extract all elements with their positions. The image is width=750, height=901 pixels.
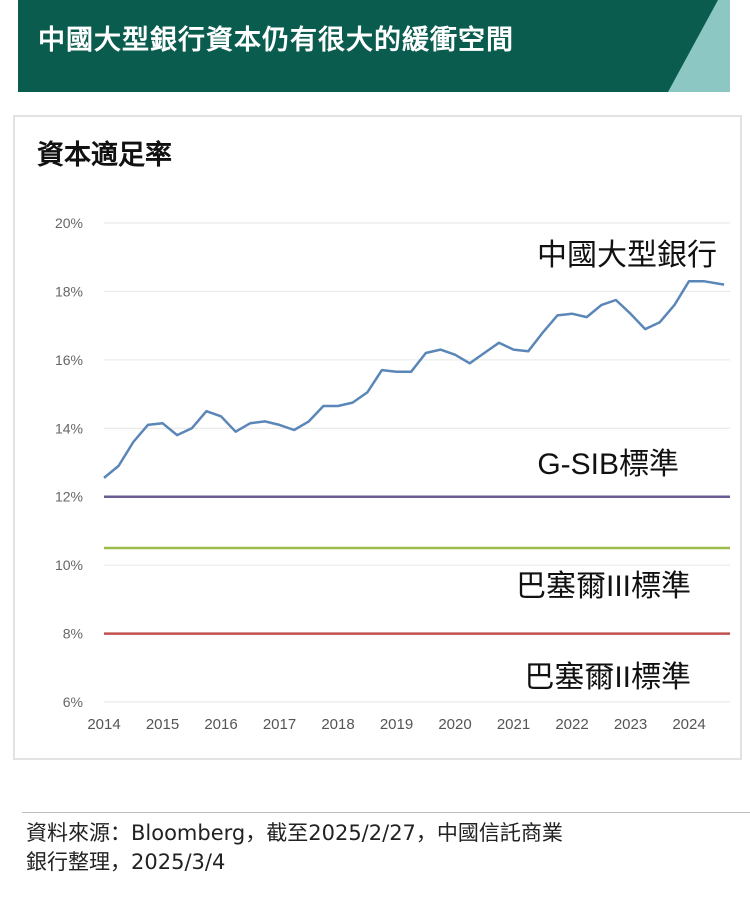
x-tick-label: 2020 [438, 716, 471, 733]
chart-svg: 6%8%10%12%14%16%18%20% 2014 2015 2016 2017 2… [55, 215, 730, 733]
y-tick-label: 6% [63, 694, 83, 710]
x-tick-label: 2015 [146, 716, 179, 733]
series-layer [103, 279, 725, 479]
annotations: 中國大型銀行 G-SIB標準 巴塞爾III標準 巴塞爾II標準 [516, 239, 717, 694]
source-line-2: 銀行整理，2025/3/4 [26, 850, 226, 874]
annotation-china-large-banks: 中國大型銀行 [537, 239, 717, 272]
x-tick-label: 2018 [321, 716, 354, 733]
x-tick-label: 2017 [263, 716, 296, 733]
x-tick-label: 2023 [614, 716, 647, 733]
reference-lines [104, 495, 730, 635]
annotation-basel-ii-standard: 巴塞爾II標準 [524, 661, 691, 694]
y-tick-label: 18% [55, 283, 83, 299]
y-tick-label: 12% [55, 489, 83, 505]
series-line [103, 279, 725, 479]
y-tick-label: 14% [55, 420, 83, 436]
x-tick-label: 2014 [87, 716, 120, 733]
x-tick-label: 2021 [497, 716, 530, 733]
chart-card: 資本適足率 6% 8% 10% 12% 14% 16% 18% 20% 2014 2015 201… [13, 115, 742, 760]
annotation-gsib-standard: G-SIB標準 [537, 448, 679, 481]
header-banner: 中國大型銀行資本仍有很大的緩衝空間 [18, 0, 730, 92]
chart-title: 資本適足率 [37, 140, 172, 171]
x-tick-label: 2016 [204, 716, 237, 733]
source-note: 資料來源：Bloomberg，截至2025/2/27，中國信託商業 銀行整理，2… [26, 819, 726, 877]
x-tick-label: 2022 [555, 716, 588, 733]
y-tick-label: 8% [63, 626, 83, 642]
source-line-1: 資料來源：Bloomberg，截至2025/2/27，中國信託商業 [26, 821, 563, 845]
banner-stripe [668, 0, 730, 92]
banner-background [18, 0, 730, 92]
annotation-basel-iii-standard: 巴塞爾III標準 [516, 570, 691, 603]
banner-shape [18, 0, 730, 92]
divider [22, 812, 750, 813]
x-tick-label: 2019 [380, 716, 413, 733]
x-tick-label: 2024 [672, 716, 705, 733]
banner-title: 中國大型銀行資本仍有很大的緩衝空間 [38, 25, 514, 56]
x-axis-ticks: 2014 2015 2016 2017 2018 2019 2020 2021 2022 2023… [87, 716, 705, 733]
y-tick-label: 20% [55, 215, 83, 231]
y-tick-label: 10% [55, 557, 83, 573]
y-tick-label: 16% [55, 352, 83, 368]
y-axis-ticks: 6% 8% 10% 12% 14% 16% 18% 20% [55, 215, 83, 710]
